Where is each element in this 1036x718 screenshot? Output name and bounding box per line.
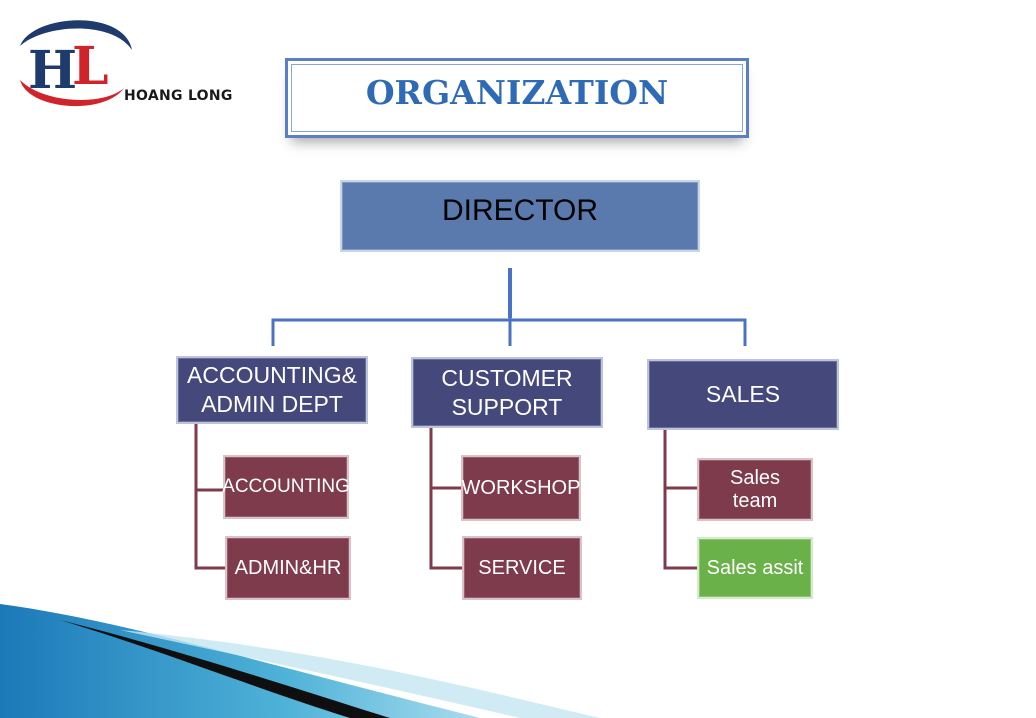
unit-sales-assit: Sales assit xyxy=(697,537,813,599)
director-label: DIRECTOR xyxy=(441,194,599,227)
dept-label-line: SALES xyxy=(705,381,781,408)
dept-label-line: ACCOUNTING& xyxy=(187,362,357,389)
dept1-trunk-line xyxy=(194,424,226,570)
dept2-trunk-line xyxy=(429,428,463,570)
unit-workshop: WORKSHOP xyxy=(461,455,581,521)
unit-sales-team: Sales team xyxy=(697,458,813,521)
unit-service: SERVICE xyxy=(462,536,582,600)
dept-label-line: SUPPORT xyxy=(451,393,563,420)
unit-accounting: ACCOUNTING xyxy=(222,455,350,519)
dept-label-line: CUSTOMER xyxy=(441,364,573,391)
title-box: ORGANIZATION xyxy=(285,58,749,138)
company-logo: H L HOANG LONG xyxy=(14,10,244,115)
hl-logo-icon: H L xyxy=(20,20,132,107)
svg-text:H: H xyxy=(28,40,77,101)
dept-sales: SALES xyxy=(647,359,839,430)
dept-customer-support: CUSTOMER SUPPORT xyxy=(411,357,603,428)
dept-label-line: ADMIN DEPT xyxy=(201,391,343,417)
dept-accounting-admin: ACCOUNTING& ADMIN DEPT xyxy=(176,356,368,424)
director-box: DIRECTOR xyxy=(340,180,700,252)
svg-text:L: L xyxy=(72,36,109,97)
dept3-trunk-line xyxy=(663,430,697,570)
unit-admin-hr: ADMIN&HR xyxy=(225,536,351,600)
logo-name: HOANG LONG xyxy=(124,88,233,104)
